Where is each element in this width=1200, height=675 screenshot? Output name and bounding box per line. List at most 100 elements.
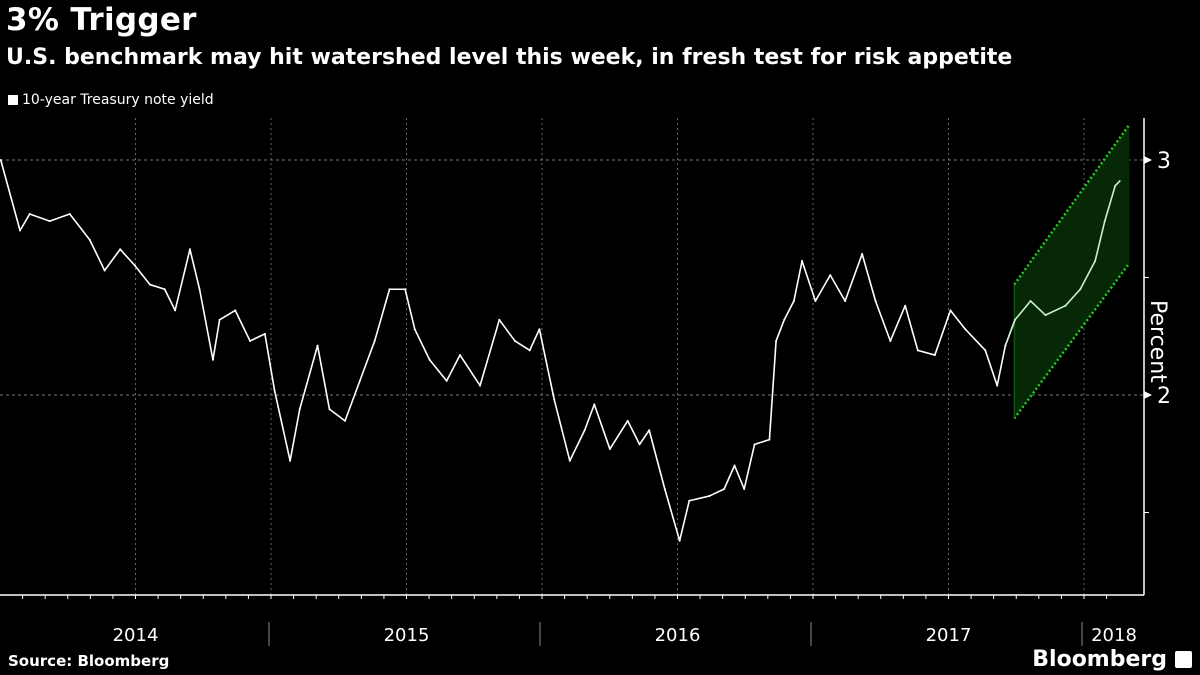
yield-line-channel-segment	[1004, 180, 1121, 346]
data-point	[273, 389, 276, 392]
y-tick-label: 2	[1157, 384, 1171, 409]
data-point	[638, 443, 641, 446]
data-point	[163, 288, 166, 291]
data-point	[874, 300, 877, 302]
data-point	[648, 429, 651, 432]
data-point	[188, 248, 191, 251]
data-point	[996, 384, 999, 387]
data-point	[316, 344, 319, 347]
legend-swatch	[8, 95, 18, 105]
data-point	[148, 283, 151, 286]
data-point	[1114, 184, 1117, 187]
data-point	[768, 438, 771, 441]
data-point	[263, 332, 266, 335]
data-point	[358, 379, 361, 382]
data-point	[792, 300, 795, 302]
data-point	[1094, 260, 1097, 263]
data-point	[814, 300, 817, 302]
data-point	[328, 408, 331, 411]
data-point	[211, 358, 214, 361]
data-point	[743, 488, 746, 490]
data-point	[678, 539, 681, 542]
data-point	[1013, 318, 1016, 321]
chart-subtitle: U.S. benchmark may hit watershed level t…	[6, 45, 1013, 70]
data-point	[198, 288, 201, 291]
yield-line	[0, 159, 1016, 542]
data-point	[593, 403, 596, 406]
data-point	[783, 318, 786, 321]
source-note: Source: Bloomberg	[8, 652, 170, 670]
data-point	[479, 384, 482, 387]
data-point	[1064, 304, 1067, 307]
data-point	[904, 304, 907, 307]
bloomberg-chart-icon	[1175, 651, 1192, 668]
data-point	[775, 339, 778, 342]
data-point	[723, 488, 726, 490]
x-tick-label: 2018	[1091, 625, 1137, 646]
data-point	[964, 328, 967, 331]
channel-upper-bound	[1013, 124, 1131, 286]
data-point	[298, 408, 301, 411]
data-point	[48, 220, 51, 223]
data-point	[413, 328, 416, 331]
data-point	[459, 354, 462, 357]
data-point	[373, 339, 376, 342]
x-tick-label: 2016	[655, 625, 701, 646]
data-point	[103, 269, 106, 272]
data-point	[1029, 300, 1032, 302]
data-point	[344, 419, 347, 422]
data-point	[753, 443, 756, 446]
data-point	[445, 379, 448, 382]
legend-label: 10-year Treasury note yield	[22, 92, 214, 108]
data-point	[19, 229, 22, 232]
data-point	[28, 213, 31, 216]
y-tick-marker	[1144, 391, 1152, 399]
data-point	[916, 349, 919, 352]
data-point	[626, 419, 629, 422]
logo-text: Bloomberg	[1032, 647, 1167, 672]
data-point	[119, 248, 122, 251]
data-point	[583, 429, 586, 432]
legend: 10-year Treasury note yield	[8, 92, 214, 108]
data-point	[218, 318, 221, 321]
data-point	[68, 213, 71, 216]
trend-channel-fill	[1014, 124, 1130, 419]
data-point	[568, 459, 571, 462]
data-point	[428, 358, 431, 361]
bloomberg-logo: Bloomberg	[1032, 647, 1192, 672]
y-tick-marker	[1144, 156, 1152, 164]
channel-lower-bound	[1013, 262, 1131, 420]
data-point	[134, 264, 137, 267]
y-axis-label: Percent	[1145, 300, 1170, 383]
data-point	[608, 448, 611, 451]
data-point	[801, 260, 804, 263]
x-tick-label: 2017	[926, 625, 972, 646]
data-point	[0, 159, 2, 161]
data-point	[498, 318, 501, 321]
data-point	[861, 253, 864, 255]
data-point	[688, 499, 691, 502]
data-point	[388, 288, 391, 291]
data-point	[733, 464, 736, 467]
data-point	[528, 349, 531, 352]
data-point	[844, 300, 847, 302]
data-point	[538, 328, 541, 331]
data-point	[933, 354, 936, 357]
y-tick-label: 3	[1157, 149, 1171, 174]
data-point	[889, 339, 892, 342]
x-tick-label: 2015	[384, 625, 430, 646]
data-point	[404, 288, 407, 291]
chart-title: 3% Trigger	[6, 2, 197, 38]
data-point	[829, 274, 832, 277]
data-point	[553, 398, 556, 401]
x-tick-label: 2014	[113, 625, 159, 646]
data-point	[1103, 220, 1106, 223]
data-point	[1079, 288, 1082, 291]
data-point	[513, 339, 516, 342]
data-point	[234, 309, 237, 312]
data-point	[88, 238, 91, 241]
data-point	[949, 309, 952, 312]
data-point	[708, 495, 711, 498]
data-point	[1004, 344, 1007, 347]
